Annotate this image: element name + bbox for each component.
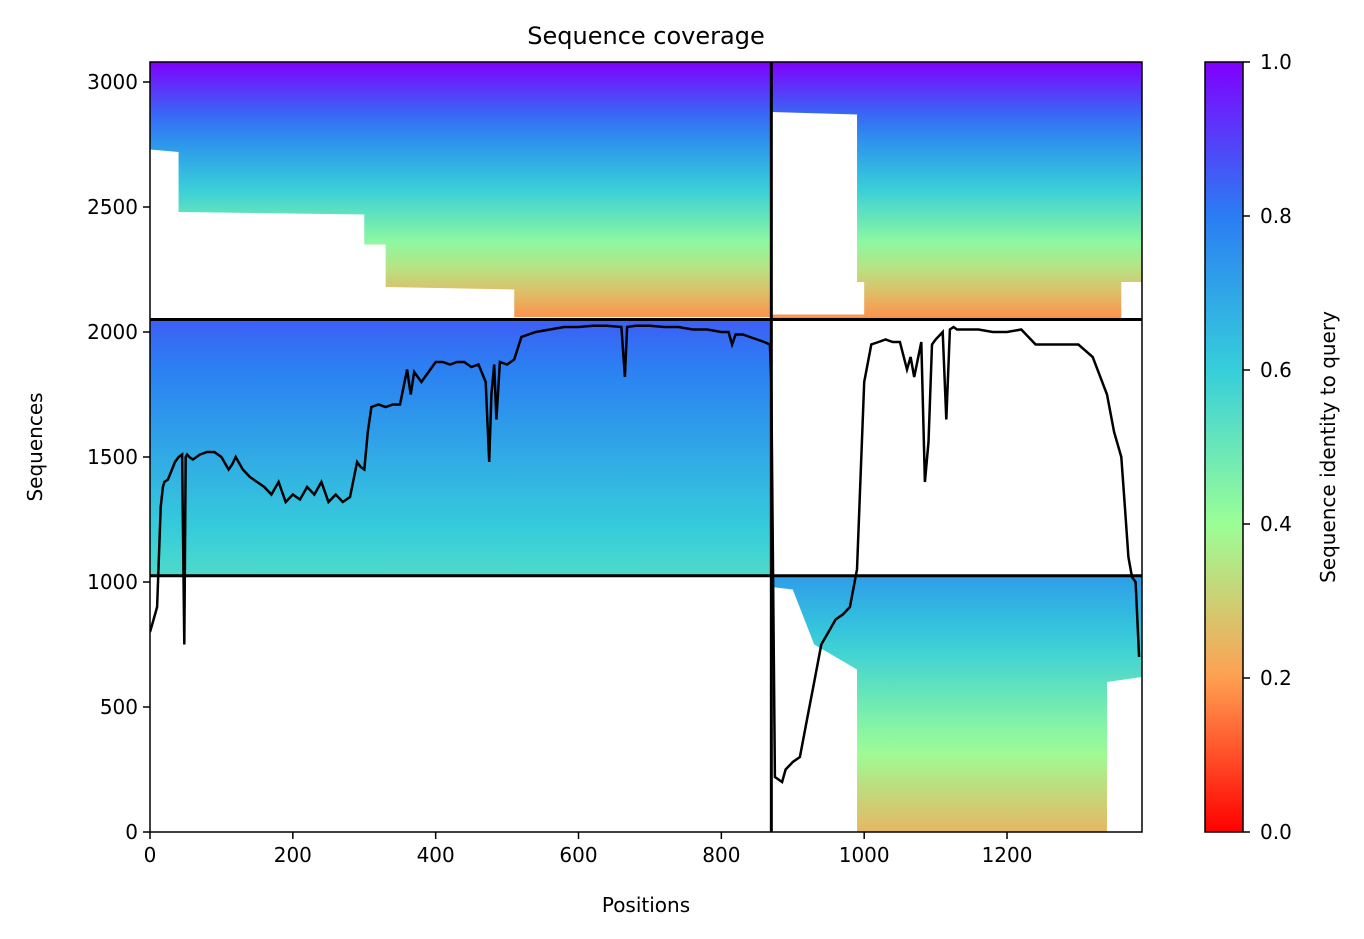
chart-title: Sequence coverage xyxy=(527,22,764,50)
x-axis-label: Positions xyxy=(602,893,690,917)
y-tick-label: 2000 xyxy=(87,320,138,344)
plot-area xyxy=(149,61,1143,833)
y-axis-label: Sequences xyxy=(23,392,47,501)
x-tick-label: 400 xyxy=(417,843,455,867)
coverage-gaps xyxy=(150,112,1142,832)
y-tick-label: 500 xyxy=(100,695,138,719)
plot-frame xyxy=(149,61,1143,833)
x-tick-label: 600 xyxy=(559,843,597,867)
gap-chain-b-top-right xyxy=(1121,282,1142,320)
x-tick-label: 1200 xyxy=(982,843,1033,867)
colorbar-label: Sequence identity to query xyxy=(1316,311,1340,583)
y-tick-label: 2500 xyxy=(87,195,138,219)
gap-chain-b-bottom-right xyxy=(1107,677,1142,832)
coverage-line xyxy=(150,324,1141,785)
colorbar-tick-label: 0.0 xyxy=(1260,820,1292,844)
gap-chain-b-top-left xyxy=(771,112,865,320)
y-tick-label: 0 xyxy=(125,820,138,844)
colorbar-ticks: 0.0 0.2 0.4 0.6 0.8 1.0 xyxy=(1243,50,1292,844)
gap-chain-a-top xyxy=(150,149,772,320)
colorbar-gradient xyxy=(1204,61,1244,833)
y-tick-label: 1500 xyxy=(87,445,138,469)
coverage-block-chain-a-middle xyxy=(150,319,772,576)
y-axis: 0 500 1000 1500 2000 2500 3000 xyxy=(87,70,150,844)
colorbar-tick-label: 0.4 xyxy=(1260,512,1292,536)
colorbar-tick-label: 0.6 xyxy=(1260,358,1292,382)
x-tick-label: 0 xyxy=(144,843,157,867)
colorbar-tick-label: 0.2 xyxy=(1260,666,1292,690)
colorbar: 0.0 0.2 0.4 0.6 0.8 1.0 Sequence identity to … xyxy=(1204,50,1340,844)
colorbar-tick-label: 0.8 xyxy=(1260,204,1292,228)
gap-chain-b-bottom-left xyxy=(771,587,858,832)
y-tick-label: 3000 xyxy=(87,70,138,94)
x-axis: 0 200 400 600 800 1000 1200 xyxy=(144,832,1033,867)
x-tick-label: 200 xyxy=(274,843,312,867)
x-tick-label: 800 xyxy=(702,843,740,867)
y-tick-label: 1000 xyxy=(87,570,138,594)
colorbar-tick-label: 1.0 xyxy=(1260,50,1292,74)
x-tick-label: 1000 xyxy=(839,843,890,867)
